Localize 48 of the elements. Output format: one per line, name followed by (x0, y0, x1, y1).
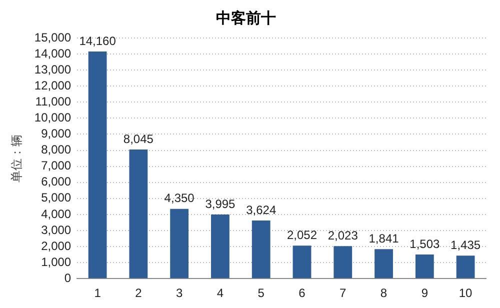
data-label: 2,023 (328, 228, 358, 242)
y-tick-label: 13,000 (34, 62, 72, 76)
y-tick-label: 2,000 (41, 238, 72, 253)
bar (211, 214, 230, 278)
bar (415, 254, 434, 278)
y-tick-label: 11,000 (35, 94, 72, 108)
chart-title: 中客前十 (216, 8, 276, 27)
x-tick-label: 1 (94, 286, 102, 300)
data-label: 14,160 (79, 34, 116, 48)
x-tick-label: 4 (216, 286, 224, 300)
data-label: 1,435 (450, 238, 481, 252)
x-tick-label: 3 (176, 286, 183, 300)
y-axis-title: 单位：辆 (9, 134, 24, 182)
bar (292, 246, 312, 278)
x-tick-label: 9 (421, 286, 428, 300)
y-tick-label: 4,000 (41, 206, 72, 221)
bar (129, 150, 148, 278)
y-tick-label: 6,000 (41, 174, 72, 189)
bar (252, 220, 270, 278)
y-tick-label: 8,000 (41, 142, 72, 157)
y-tick-label: 1,000 (41, 254, 72, 269)
data-label: 3,624 (246, 202, 276, 217)
data-label: 1,841 (368, 231, 400, 246)
bar (170, 208, 189, 278)
data-label: 3,995 (205, 196, 236, 211)
data-label: 2,052 (286, 228, 318, 242)
data-label: 8,045 (123, 132, 154, 146)
x-tick-label: 10 (458, 286, 473, 300)
y-tick-label: 0 (64, 270, 72, 285)
x-tick-label: 6 (298, 286, 306, 300)
y-tick-label: 9,000 (41, 126, 72, 141)
y-tick-label: 14,000 (34, 46, 72, 60)
y-tick-label: 10,000 (34, 110, 72, 125)
y-tick-label: 5,000 (41, 190, 72, 205)
y-tick-label: 15,000 (34, 30, 72, 44)
x-tick-label: 7 (340, 286, 347, 300)
y-tick-label: 3,000 (41, 222, 72, 237)
bar (456, 256, 475, 278)
y-tick-label: 7,000 (41, 158, 72, 173)
x-tick-label: 8 (380, 286, 388, 300)
data-label: 4,350 (164, 191, 195, 206)
bar (374, 249, 393, 278)
y-tick-label: 12,000 (34, 78, 72, 92)
bar (88, 51, 107, 278)
data-label: 1,503 (410, 236, 440, 251)
x-tick-label: 5 (258, 286, 265, 300)
x-tick-label: 2 (135, 286, 142, 300)
bar (334, 246, 352, 278)
